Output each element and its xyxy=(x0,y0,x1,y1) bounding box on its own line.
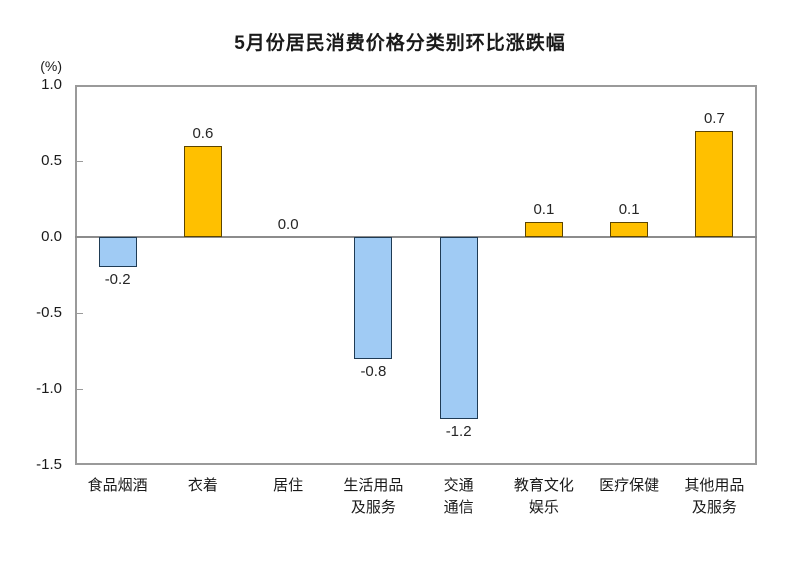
y-tick-label: -0.5 xyxy=(36,304,62,321)
bar-7 xyxy=(610,221,649,237)
y-tick-mark xyxy=(77,313,83,314)
category-label-6: 教育文化 娱乐 xyxy=(513,477,574,516)
value-label-1: -0.2 xyxy=(104,271,131,289)
category-label-8: 其他用品 及服务 xyxy=(684,477,745,516)
y-tick-label: 0.5 xyxy=(41,152,62,169)
bar-2 xyxy=(183,145,222,237)
y-axis-unit-label: (%) xyxy=(40,58,62,74)
value-label-8: 0.7 xyxy=(703,109,725,127)
y-tick-mark xyxy=(77,161,83,162)
bar-6 xyxy=(524,221,563,237)
chart-title: 5月份居民消费价格分类别环比涨跌幅 xyxy=(234,33,566,54)
bar-4 xyxy=(354,237,393,359)
y-tick-label: 0.0 xyxy=(41,228,62,245)
bar-5 xyxy=(439,237,478,420)
y-tick-label: -1.0 xyxy=(36,380,62,397)
value-label-5: -1.2 xyxy=(445,423,472,441)
value-label-3: 0.0 xyxy=(277,216,299,233)
value-label-4: -0.8 xyxy=(360,362,387,380)
value-label-7: 0.1 xyxy=(618,200,640,218)
y-tick-label: 1.0 xyxy=(41,76,62,93)
category-label-5: 交通 通信 xyxy=(443,477,474,516)
bar-8 xyxy=(695,130,734,237)
y-tick-mark xyxy=(77,389,83,390)
bar-1 xyxy=(98,237,137,268)
value-label-2: 0.6 xyxy=(192,124,214,142)
category-label-2: 衣着 xyxy=(187,477,218,494)
category-label-1: 食品烟酒 xyxy=(87,477,148,494)
category-label-4: 生活用品 及服务 xyxy=(343,477,404,516)
category-label-3: 居住 xyxy=(273,477,304,494)
category-label-7: 医疗保健 xyxy=(599,477,660,494)
y-tick-label: -1.5 xyxy=(36,456,62,473)
value-label-6: 0.1 xyxy=(533,200,555,218)
zero-axis-line xyxy=(75,236,757,238)
